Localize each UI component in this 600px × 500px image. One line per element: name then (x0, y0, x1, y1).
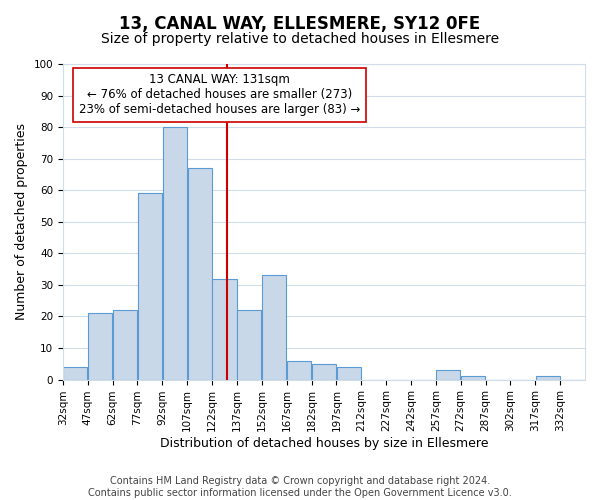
Bar (163, 127, 187, 380)
Bar (536, 376, 560, 380)
Bar (262, 276, 286, 380)
Text: 13, CANAL WAY, ELLESMERE, SY12 0FE: 13, CANAL WAY, ELLESMERE, SY12 0FE (119, 15, 481, 33)
Bar (138, 194, 162, 380)
Bar (461, 376, 485, 380)
Bar (113, 310, 137, 380)
Text: Size of property relative to detached houses in Ellesmere: Size of property relative to detached ho… (101, 32, 499, 46)
Bar (88, 314, 112, 380)
Bar (337, 367, 361, 380)
Y-axis label: Number of detached properties: Number of detached properties (15, 124, 28, 320)
Bar (188, 168, 212, 380)
Bar (238, 310, 262, 380)
Text: Contains HM Land Registry data © Crown copyright and database right 2024.
Contai: Contains HM Land Registry data © Crown c… (88, 476, 512, 498)
Bar (312, 364, 336, 380)
Bar (287, 360, 311, 380)
X-axis label: Distribution of detached houses by size in Ellesmere: Distribution of detached houses by size … (160, 437, 488, 450)
Bar (436, 370, 460, 380)
Bar (64, 367, 88, 380)
Text: 13 CANAL WAY: 131sqm
← 76% of detached houses are smaller (273)
23% of semi-deta: 13 CANAL WAY: 131sqm ← 76% of detached h… (79, 74, 360, 116)
Bar (212, 278, 236, 380)
